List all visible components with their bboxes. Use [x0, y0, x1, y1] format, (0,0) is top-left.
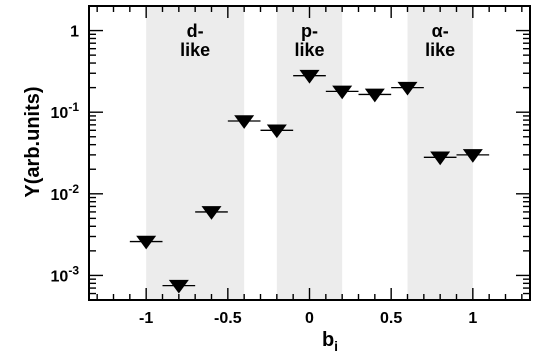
data-point — [129, 235, 163, 250]
data-point — [227, 115, 261, 129]
y-tick-label: 10-2 — [51, 182, 80, 204]
data-point — [162, 279, 196, 294]
data-point — [195, 206, 228, 220]
data-point — [358, 88, 392, 103]
data-points — [129, 69, 490, 294]
region-label-line1: p- — [301, 21, 318, 41]
region-label-line2: like — [180, 40, 210, 60]
triangle-marker — [397, 81, 418, 96]
data-point — [293, 69, 326, 84]
shaded-regions — [146, 6, 473, 300]
x-axis-title-subscript: i — [334, 338, 338, 352]
axis-ticks — [89, 5, 530, 301]
x-tick-label: -0.5 — [214, 310, 242, 327]
triangle-marker — [299, 69, 320, 84]
shaded-region — [146, 6, 245, 300]
triangle-marker — [462, 149, 483, 163]
y-tick-labels: 10-3 10-2 10-1 1 — [51, 24, 80, 286]
x-axis-title: bi — [322, 329, 338, 352]
region-label-line2: like — [294, 40, 324, 60]
x-tick-label: 0 — [305, 310, 314, 327]
data-point — [391, 81, 424, 96]
triangle-marker — [430, 151, 451, 166]
y-tick-label: 10-1 — [51, 100, 80, 122]
y-tick-label: 10-3 — [51, 263, 80, 285]
data-point — [423, 151, 457, 166]
region-label-line1: d- — [187, 21, 204, 41]
region-label-line1: α- — [432, 21, 449, 41]
y-tick-label: 1 — [70, 24, 79, 41]
triangle-marker — [332, 85, 353, 100]
data-point — [325, 85, 359, 100]
triangle-marker — [201, 206, 222, 220]
y-axis-title: Y(arb.units) — [22, 86, 44, 197]
x-tick-label: 0.5 — [380, 310, 402, 327]
triangle-marker — [168, 279, 189, 294]
shaded-region — [276, 6, 343, 300]
x-tick-labels: -1 -0.5 0 0.5 1 — [139, 310, 477, 327]
data-point — [456, 149, 490, 163]
x-tick-label: -1 — [139, 310, 153, 327]
data-point — [260, 124, 294, 139]
region-label-line2: like — [425, 40, 455, 60]
triangle-marker — [266, 124, 287, 139]
triangle-marker — [136, 235, 157, 250]
triangle-marker — [364, 88, 385, 103]
x-tick-label: 1 — [468, 310, 477, 327]
triangle-marker — [234, 115, 255, 129]
